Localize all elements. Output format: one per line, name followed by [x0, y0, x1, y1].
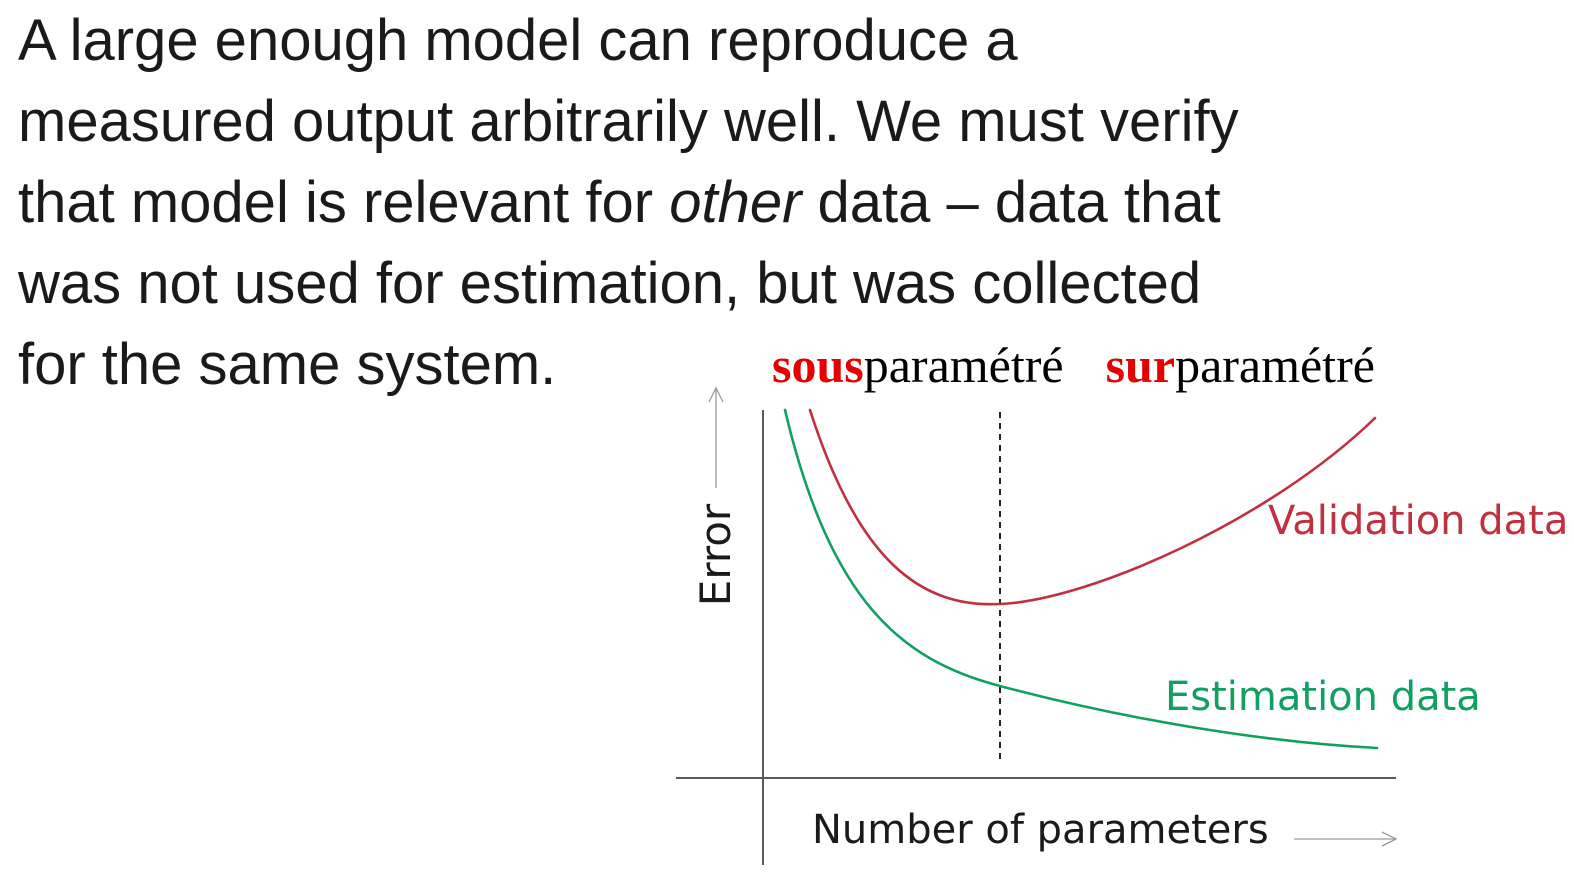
- x-axis-label: Number of parameters: [812, 807, 1269, 853]
- over-suffix: paramétré: [1175, 337, 1375, 393]
- intro-line-1: A large enough model can reproduce a: [18, 8, 1018, 73]
- x-axis-arrow-head: [1381, 831, 1398, 847]
- validation-label: Validation data: [1268, 498, 1568, 544]
- regime-labels: sousparamétré surparamétré: [772, 336, 1375, 394]
- intro-line-5: for the same system.: [18, 332, 557, 397]
- intro-line-3-end: data – data that: [801, 170, 1221, 235]
- validation-curve: [808, 408, 1377, 606]
- intro-line-3-emphasis: other: [669, 170, 802, 235]
- estimation-label: Estimation data: [1165, 674, 1481, 720]
- intro-paragraph: A large enough model can reproduce a mea…: [18, 0, 1518, 405]
- estimation-curve: [783, 408, 1379, 750]
- under-prefix: sous: [772, 337, 864, 393]
- intro-line-4: was not used for estimation, but was col…: [18, 251, 1202, 316]
- y-axis-label: Error: [691, 503, 740, 606]
- intro-line-2: measured output arbitrarily well. We mus…: [18, 89, 1239, 154]
- intro-line-3-start: that model is relevant for: [18, 170, 670, 235]
- over-prefix: sur: [1105, 337, 1176, 393]
- intro-line-3: that model is relevant for other data – …: [18, 162, 1518, 243]
- y-axis-arrow-head: [708, 386, 724, 403]
- under-suffix: paramétré: [863, 337, 1064, 393]
